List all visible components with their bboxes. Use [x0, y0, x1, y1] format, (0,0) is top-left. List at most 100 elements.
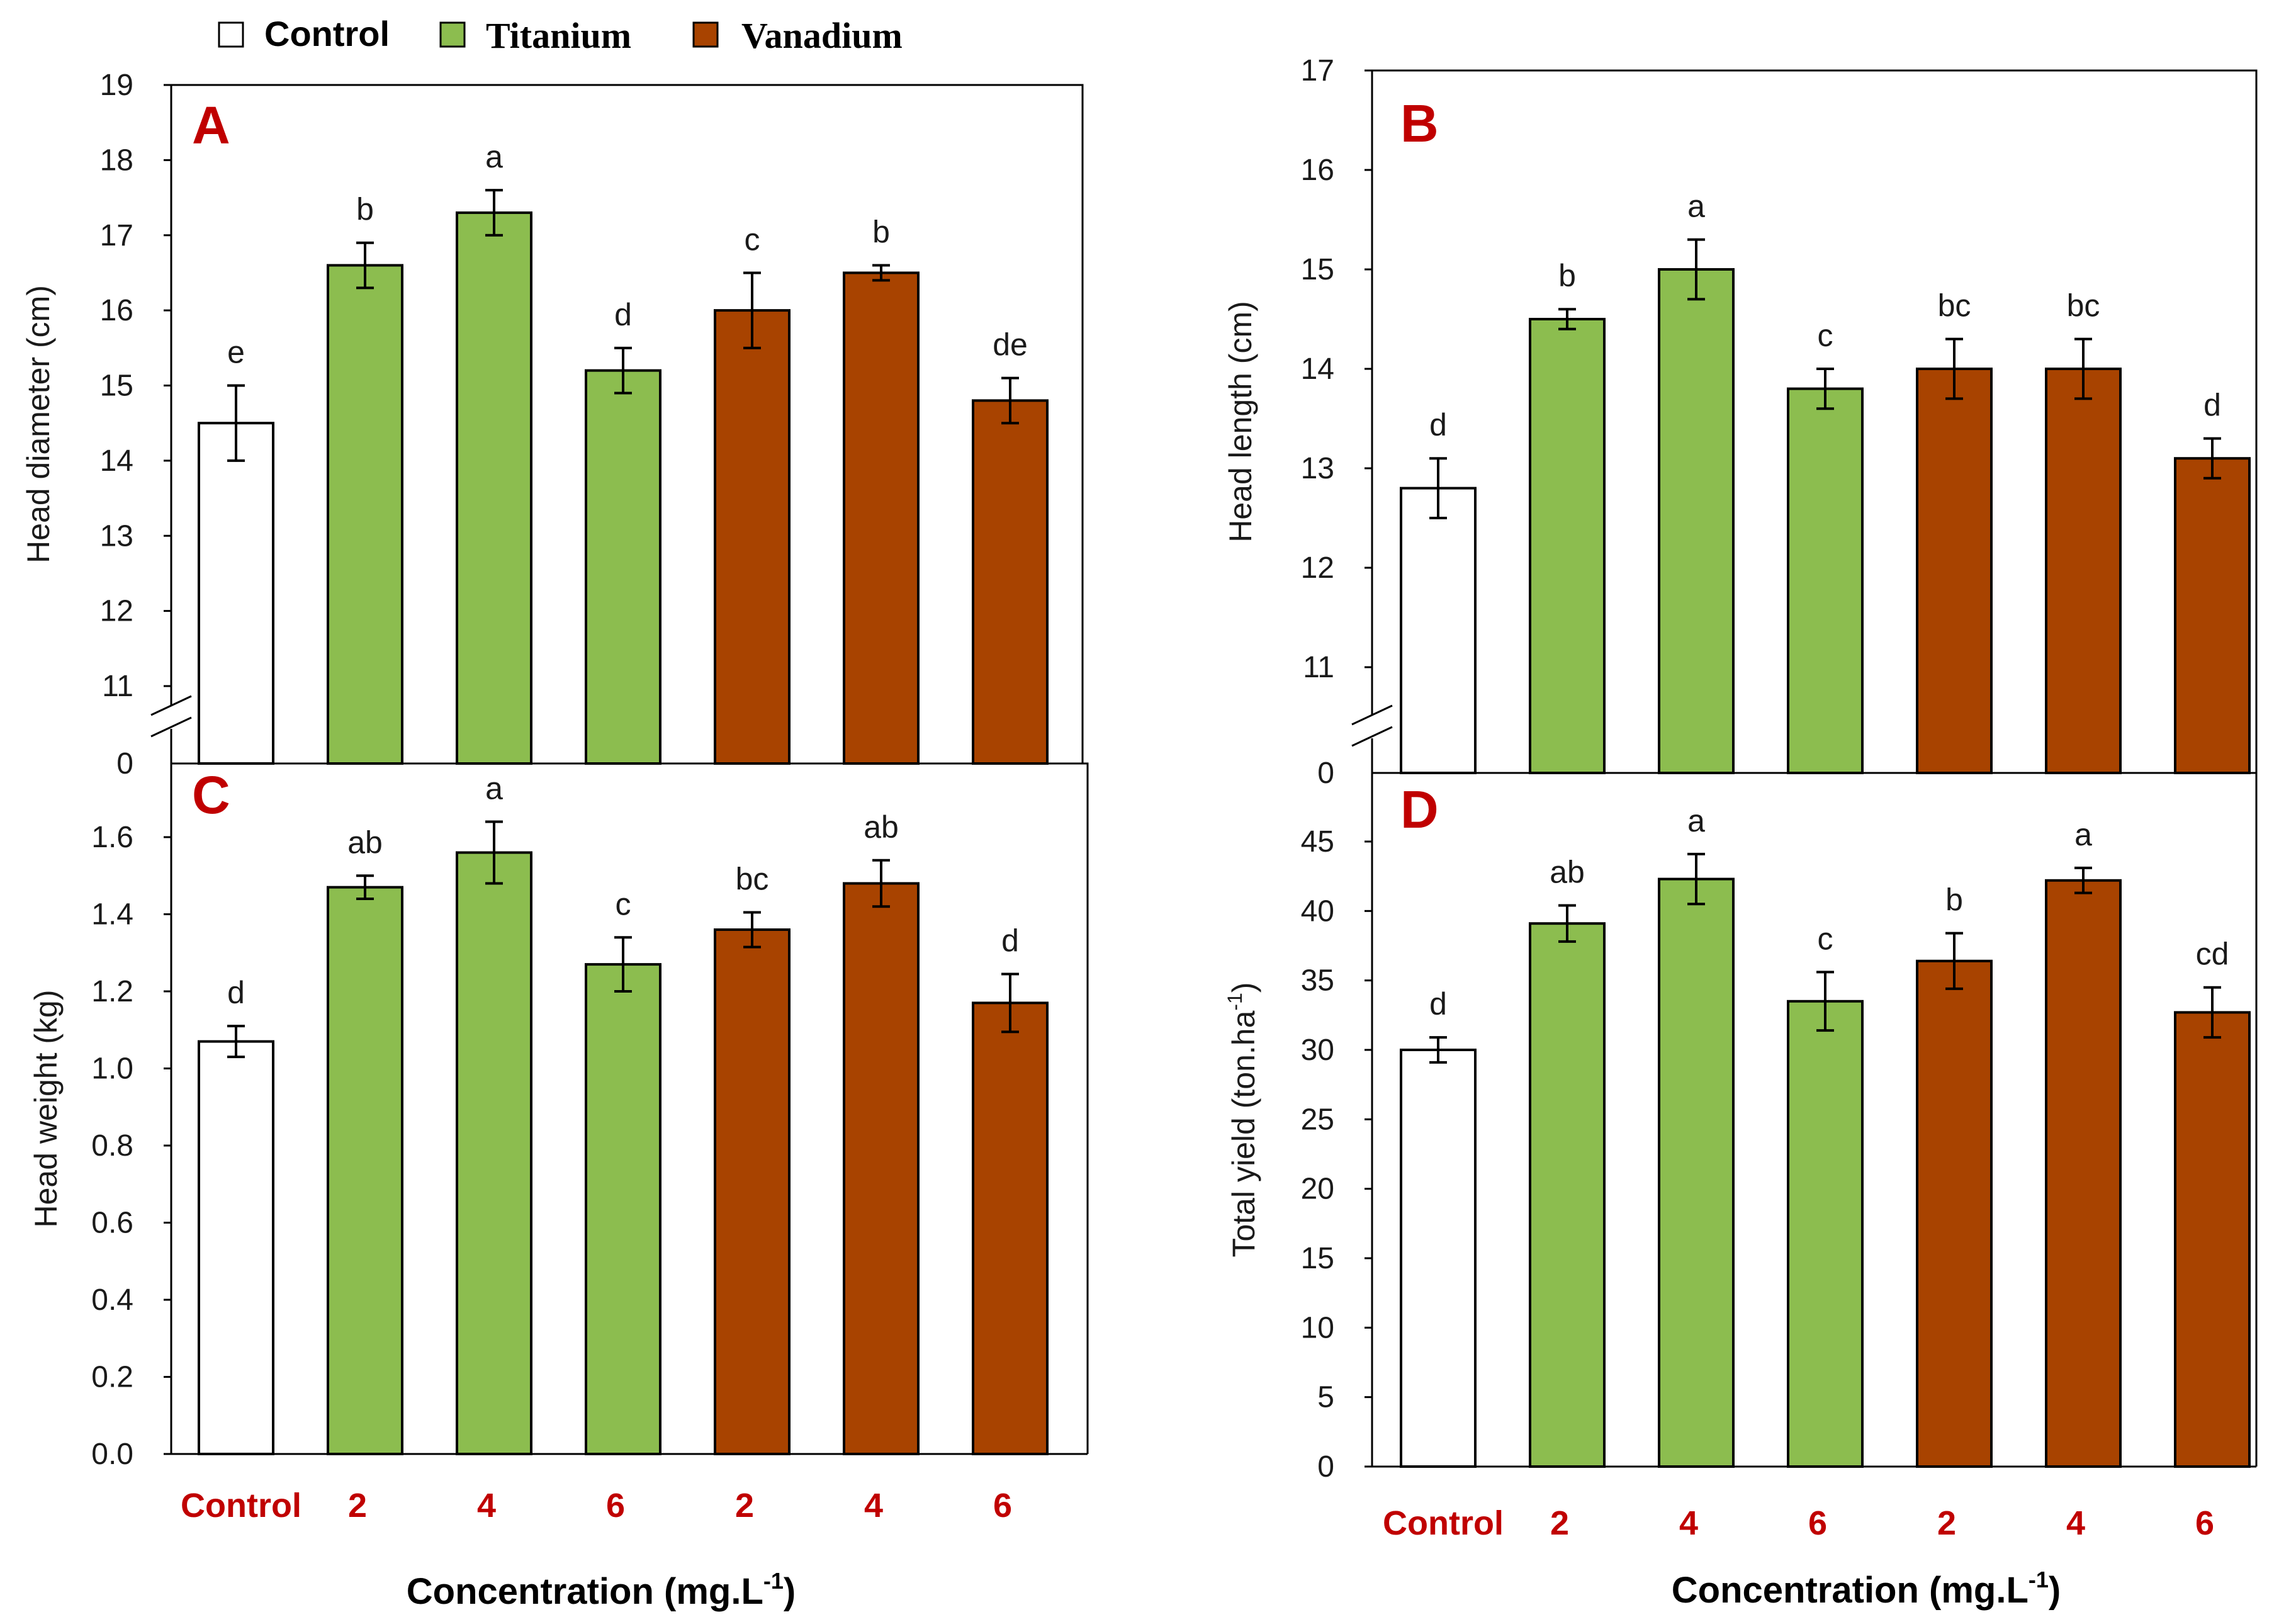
- x-axis-title-right: Concentration (mg.L-1): [1672, 1567, 2061, 1611]
- y-tick-label-b-4: 15: [1301, 253, 1334, 286]
- plot-frame-a: [171, 84, 1084, 763]
- y-axis-label-text-b: Head length (cm): [1223, 301, 1258, 543]
- y-tick-label-b-0: 11: [1303, 651, 1334, 684]
- plot-frame-b: [1372, 69, 2258, 773]
- y-tick-label-b-2: 13: [1301, 452, 1334, 485]
- significance-letter-a-0: e: [227, 335, 245, 370]
- significance-letter-c-2: a: [485, 771, 503, 806]
- y-tick-label-d-5: 25: [1301, 1103, 1334, 1136]
- y-tick-label-b-1: 12: [1301, 551, 1334, 585]
- significance-letter-c-6: d: [1001, 923, 1019, 958]
- axis-break-mark-1-a: [150, 695, 192, 716]
- axis-break-mark-1-b: [1351, 704, 1393, 726]
- y-tick-label-c-6: 1.2: [91, 975, 133, 1008]
- bar-a-4: [714, 309, 791, 765]
- category-label-d-6: 6: [2195, 1504, 2214, 1542]
- bar-c-1: [327, 886, 403, 1455]
- bar-a-1: [327, 264, 403, 765]
- bar-a-5: [843, 271, 920, 765]
- x-axis-title-right-sup: -1: [2029, 1567, 2049, 1592]
- y-tick-label-a-0: 11: [102, 670, 133, 703]
- y-tick-label-b-6: 17: [1301, 54, 1334, 87]
- significance-letter-c-1: ab: [347, 825, 383, 860]
- category-label-c-0: Control: [181, 1487, 301, 1524]
- bar-a-6: [972, 399, 1049, 765]
- bar-b-2: [1658, 268, 1735, 774]
- y-tick-label-c-8: 1.6: [91, 821, 133, 854]
- panel-letter-c: C: [192, 765, 230, 825]
- y-tick-label-a-3: 14: [100, 444, 133, 478]
- bar-b-0: [1400, 487, 1477, 774]
- y-tick-label-a-1: 12: [100, 595, 133, 628]
- bar-c-3: [585, 963, 661, 1455]
- y-axis-label-text-c: Head weight (kg): [28, 990, 64, 1228]
- significance-letter-d-2: a: [1687, 803, 1705, 838]
- y-tick-break-b: 0: [1317, 757, 1334, 790]
- significance-letter-b-1: b: [1558, 258, 1576, 293]
- category-label-c-4: 2: [735, 1487, 754, 1524]
- bar-b-3: [1787, 387, 1864, 774]
- category-label-d-2: 4: [1679, 1504, 1698, 1542]
- y-tick-label-d-2: 10: [1301, 1311, 1334, 1344]
- y-tick-label-a-7: 18: [100, 144, 133, 177]
- x-axis-title-left: Concentration (mg.L-1): [407, 1568, 796, 1612]
- legend-label-vanadium: Vanadium: [741, 15, 903, 56]
- category-label-c-6: 6: [993, 1487, 1012, 1524]
- y-tick-label-a-6: 17: [100, 219, 133, 252]
- bar-c-5: [843, 882, 920, 1455]
- significance-letter-c-0: d: [227, 975, 245, 1010]
- panel-letter-a: A: [192, 96, 230, 155]
- significance-letter-c-3: c: [616, 886, 631, 921]
- significance-letter-d-5: a: [2074, 817, 2092, 852]
- axis-break-mark-2-a: [150, 716, 192, 738]
- significance-letter-b-4: bc: [1938, 288, 1971, 324]
- y-axis-label-sup-d: -1: [1224, 993, 1246, 1010]
- significance-letter-a-4: c: [745, 222, 760, 257]
- category-label-c-5: 4: [864, 1487, 883, 1524]
- y-axis-label-close-d: ): [1226, 982, 1261, 993]
- significance-letter-a-1: b: [356, 192, 374, 227]
- x-axis-title-right-close: ): [2049, 1570, 2061, 1611]
- category-label-d-1: 2: [1550, 1504, 1569, 1542]
- y-tick-label-d-4: 20: [1301, 1173, 1334, 1206]
- significance-letter-a-6: de: [993, 327, 1028, 363]
- category-label-d-5: 4: [2066, 1504, 2085, 1542]
- plot-frame-c: [171, 762, 1089, 1454]
- y-tick-label-a-4: 15: [100, 369, 133, 403]
- legend-item-control: Control: [218, 14, 390, 54]
- legend-label-titanium: Titanium: [486, 15, 631, 56]
- bar-c-2: [456, 851, 532, 1455]
- axis-break-mark-2-b: [1351, 726, 1393, 747]
- bar-b-5: [2045, 368, 2122, 774]
- y-tick-label-c-2: 0.4: [91, 1283, 133, 1317]
- chart-panel-a: 0 11 12 13 14 15 16 17 18 19 Head diameter (cm) Ae b…: [21, 69, 1084, 780]
- y-tick-label-c-5: 1.0: [91, 1052, 133, 1086]
- bar-d-5: [2045, 879, 2122, 1468]
- bar-d-0: [1400, 1049, 1477, 1468]
- y-tick-label-b-5: 16: [1301, 154, 1334, 187]
- bar-d-2: [1658, 877, 1735, 1468]
- category-label-c-3: 6: [606, 1487, 625, 1524]
- significance-letter-a-2: a: [485, 139, 503, 174]
- legend-swatch-vanadium: [692, 21, 719, 48]
- bar-c-0: [198, 1040, 274, 1455]
- legend-item-titanium: Titanium: [439, 15, 631, 56]
- significance-letter-d-4: b: [1945, 882, 1963, 918]
- y-tick-label-c-0: 0.0: [91, 1438, 133, 1471]
- legend-swatch-control: [218, 21, 244, 48]
- chart-panel-c: 0.0 0.2 0.4 0.6 0.8 1.0 1.2 1.4 1.6 Head weight (…: [28, 762, 1089, 1524]
- x-axis-title-left-text: Concentration (mg.L: [407, 1571, 763, 1612]
- significance-letter-c-5: ab: [864, 809, 899, 845]
- y-axis-label-b: Head length (cm): [1223, 301, 1258, 543]
- significance-letter-d-3: c: [1818, 921, 1833, 956]
- x-axis-title-left-sup: -1: [763, 1568, 784, 1594]
- bar-b-4: [1916, 368, 1993, 774]
- y-tick-label-d-8: 40: [1301, 894, 1334, 928]
- significance-letter-b-2: a: [1687, 189, 1705, 224]
- legend: Control Titanium Vanadium: [218, 14, 903, 56]
- x-axis-title-right-text: Concentration (mg.L: [1672, 1570, 2029, 1611]
- x-axis-title-left-close: ): [784, 1571, 796, 1612]
- significance-letter-d-1: ab: [1550, 855, 1585, 890]
- y-tick-label-d-6: 30: [1301, 1034, 1334, 1067]
